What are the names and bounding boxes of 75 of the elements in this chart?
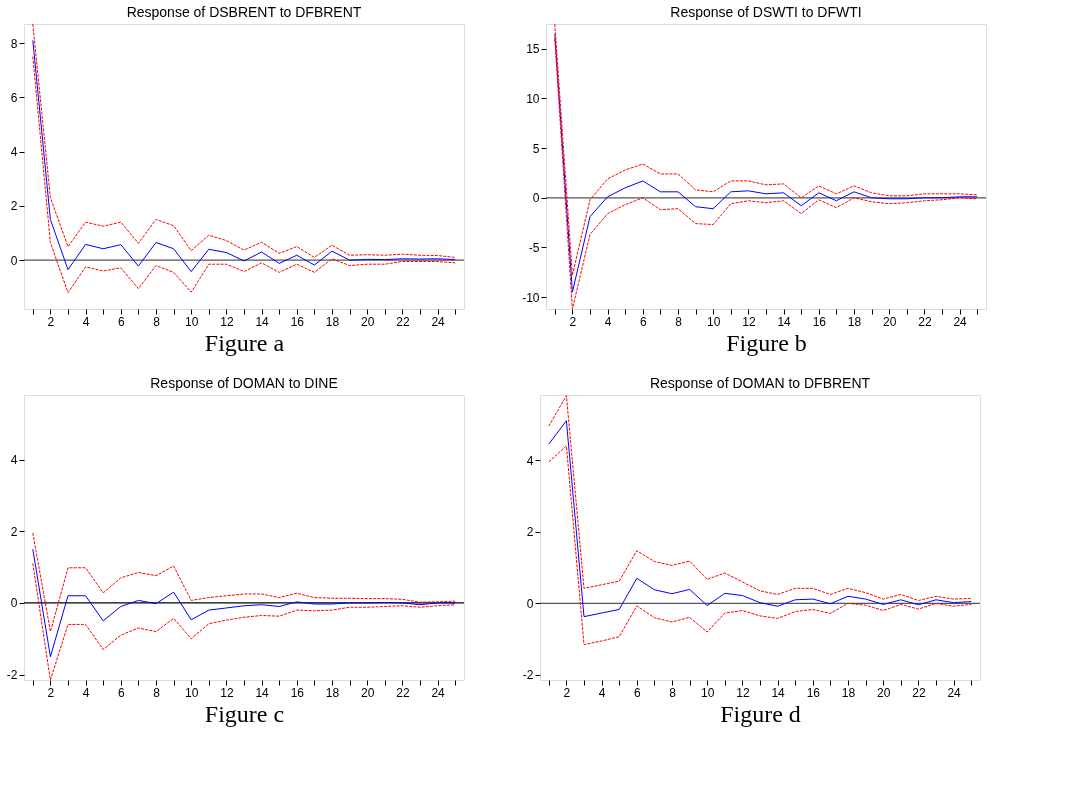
- x-tick-label: 4: [82, 314, 90, 329]
- y-tick-label: -10: [522, 290, 540, 305]
- chart-title: Response of DOMAN to DFBRENT: [649, 375, 871, 391]
- y-tick-label: 15: [526, 42, 540, 57]
- x-tick-label: 8: [675, 314, 683, 329]
- x-tick-label: 8: [153, 685, 161, 700]
- y-tick-label: -5: [528, 240, 540, 255]
- y-tick-label: 0: [526, 596, 534, 611]
- x-tick-label: 18: [847, 314, 862, 329]
- x-tick-label: 16: [806, 685, 821, 700]
- x-tick-label: 24: [431, 314, 446, 329]
- x-axis-title: Figure b: [726, 329, 807, 356]
- x-tick-label: 24: [431, 685, 446, 700]
- x-tick-label: 2: [47, 685, 55, 700]
- x-axis-title: Figure a: [204, 329, 285, 356]
- y-tick-label: 2: [526, 525, 534, 540]
- x-tick-label: 24: [953, 314, 968, 329]
- x-tick-label: 12: [736, 685, 750, 700]
- y-tick-label: 4: [10, 145, 18, 160]
- x-tick-label: 22: [396, 314, 410, 329]
- y-tick-label: 2: [10, 199, 18, 214]
- x-tick-label: 8: [669, 685, 677, 700]
- y-tick-label: 4: [526, 453, 534, 468]
- y-tick-label: 10: [526, 91, 540, 106]
- x-tick-label: 20: [883, 314, 897, 329]
- chart-title: Response of DSBRENT to DFBRENT: [126, 3, 362, 20]
- x-tick-label: 20: [877, 685, 891, 700]
- x-tick-label: 10: [707, 314, 721, 329]
- x-tick-label: 20: [361, 314, 375, 329]
- x-tick-label: 18: [325, 314, 340, 329]
- x-tick-label: 4: [82, 685, 90, 700]
- x-tick-label: 14: [771, 685, 786, 700]
- y-tick-label: 5: [532, 141, 540, 156]
- x-tick-label: 6: [117, 685, 125, 700]
- x-tick-label: 6: [633, 685, 641, 700]
- x-tick-label: 16: [290, 685, 305, 700]
- x-tick-label: 16: [812, 314, 827, 329]
- x-tick-label: 22: [918, 314, 932, 329]
- x-tick-label: 14: [255, 314, 270, 329]
- x-tick-label: 14: [255, 685, 270, 700]
- y-tick-label: 8: [10, 36, 18, 51]
- x-tick-label: 24: [947, 685, 962, 700]
- x-tick-label: 12: [220, 685, 234, 700]
- chart-title: Response of DOMAN to DINE: [150, 375, 338, 391]
- y-tick-label: 0: [10, 596, 18, 611]
- x-tick-label: 14: [777, 314, 792, 329]
- x-tick-label: 6: [117, 314, 125, 329]
- y-tick-label: -2: [6, 668, 18, 683]
- x-tick-label: 8: [153, 314, 161, 329]
- x-tick-label: 22: [912, 685, 926, 700]
- x-tick-label: 12: [220, 314, 234, 329]
- x-tick-label: 10: [701, 685, 715, 700]
- x-tick-label: 16: [290, 314, 305, 329]
- x-tick-label: 2: [47, 314, 55, 329]
- x-tick-label: 10: [185, 685, 199, 700]
- x-tick-label: 4: [598, 685, 606, 700]
- y-tick-label: 6: [10, 90, 18, 105]
- x-tick-label: 18: [841, 685, 856, 700]
- y-tick-label: 4: [10, 453, 18, 468]
- x-axis-title: Figure d: [720, 700, 801, 727]
- x-tick-label: 2: [569, 314, 577, 329]
- x-tick-label: 22: [396, 685, 410, 700]
- x-tick-label: 12: [742, 314, 756, 329]
- x-tick-label: 6: [639, 314, 647, 329]
- y-tick-label: 0: [532, 191, 540, 206]
- x-axis-title: Figure c: [204, 700, 285, 727]
- y-tick-label: -2: [522, 668, 534, 683]
- y-tick-label: 0: [10, 253, 18, 268]
- y-tick-label: 2: [10, 524, 18, 539]
- x-tick-label: 20: [361, 685, 375, 700]
- x-tick-label: 18: [325, 685, 340, 700]
- x-tick-label: 2: [563, 685, 571, 700]
- x-tick-label: 4: [604, 314, 612, 329]
- chart-title: Response of DSWTI to DFWTI: [670, 3, 862, 20]
- x-tick-label: 10: [185, 314, 199, 329]
